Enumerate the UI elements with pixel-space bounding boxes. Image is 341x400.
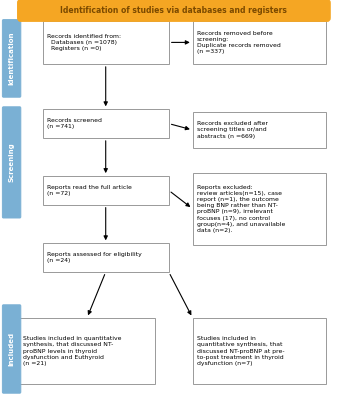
FancyBboxPatch shape	[19, 318, 155, 384]
FancyBboxPatch shape	[2, 305, 21, 393]
FancyBboxPatch shape	[43, 176, 169, 205]
Text: Records excluded after
screening titles or/and
abstracts (n =669): Records excluded after screening titles …	[197, 121, 268, 139]
Text: Records identified from:
  Databases (n =1078)
  Registers (n =0): Records identified from: Databases (n =1…	[47, 34, 121, 51]
Text: Studies included in quantitative
synthesis, that discussed NT-
proBNP levels in : Studies included in quantitative synthes…	[23, 336, 121, 366]
FancyBboxPatch shape	[2, 107, 21, 218]
FancyBboxPatch shape	[43, 109, 169, 138]
FancyBboxPatch shape	[43, 21, 169, 64]
Text: Records screened
(n =741): Records screened (n =741)	[47, 118, 102, 129]
Text: Included: Included	[9, 332, 15, 366]
Text: Screening: Screening	[9, 142, 15, 182]
FancyBboxPatch shape	[193, 318, 326, 384]
FancyBboxPatch shape	[193, 21, 326, 64]
FancyBboxPatch shape	[2, 20, 21, 97]
Text: Reports excluded:
review articles(n=15), case
report (n=1), the outcome
being BN: Reports excluded: review articles(n=15),…	[197, 185, 285, 233]
FancyBboxPatch shape	[18, 0, 330, 21]
Text: Reports read the full article
(n =72): Reports read the full article (n =72)	[47, 185, 132, 196]
FancyBboxPatch shape	[193, 112, 326, 148]
FancyBboxPatch shape	[43, 243, 169, 272]
Text: Identification: Identification	[9, 32, 15, 85]
Text: Identification of studies via databases and registers: Identification of studies via databases …	[60, 6, 287, 15]
Text: Records removed before
screening:
Duplicate records removed
(n =337): Records removed before screening: Duplic…	[197, 30, 281, 54]
Text: Reports assessed for eligibility
(n =24): Reports assessed for eligibility (n =24)	[47, 252, 142, 263]
FancyBboxPatch shape	[193, 173, 326, 245]
Text: Studies included in
quantitative synthesis, that
discussed NT-proBNP at pre-
to-: Studies included in quantitative synthes…	[197, 336, 284, 366]
